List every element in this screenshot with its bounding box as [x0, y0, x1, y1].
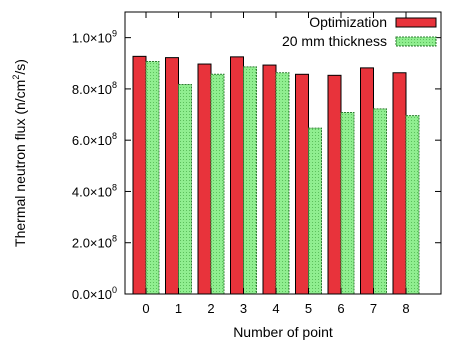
bar-20mm-thickness: [275, 72, 290, 295]
legend-swatch-20mm: [395, 36, 437, 47]
x-tick-label: 4: [272, 301, 279, 316]
legend: Optimization 20 mm thickness: [282, 14, 437, 49]
y-tick-label: 2.0×108: [72, 234, 117, 251]
bar-optimization: [230, 56, 244, 295]
y-tick-label: 4.0×108: [72, 182, 117, 199]
series-bars: [132, 55, 420, 295]
bar-optimization: [197, 63, 212, 295]
y-tick-label: 6.0×108: [72, 131, 117, 148]
bar-optimization: [392, 72, 407, 295]
bar-20mm-thickness: [340, 111, 355, 295]
legend-swatch-optimization: [395, 17, 437, 28]
bar-20mm-thickness: [210, 73, 225, 295]
bar-20mm-thickness: [145, 60, 160, 295]
bar-20mm-thickness: [243, 66, 257, 295]
bar-optimization: [262, 64, 277, 295]
bar-optimization: [295, 73, 309, 295]
x-tick-label: 2: [207, 301, 214, 316]
x-tick-label: 7: [370, 301, 377, 316]
bar-optimization: [327, 74, 342, 295]
plot-frame: [124, 11, 442, 295]
x-axis-ticks: 0 1 2 3 4 5 6 7 8: [142, 12, 410, 316]
y-tick-label: 1.0×109: [72, 29, 117, 46]
legend-label-20mm: 20 mm thickness: [282, 33, 387, 49]
x-tick-label: 8: [402, 301, 409, 316]
bar-20mm-thickness: [308, 127, 322, 295]
legend-label-optimization: Optimization: [309, 14, 387, 30]
bar-optimization: [165, 57, 179, 295]
x-tick-label: 1: [175, 301, 182, 316]
y-tick-label: 0.0×100: [72, 285, 117, 302]
x-axis-label: Number of point: [233, 324, 333, 340]
x-tick-label: 3: [240, 301, 247, 316]
x-tick-label: 6: [337, 301, 344, 316]
x-tick-label: 5: [305, 301, 312, 316]
bar-20mm-thickness: [178, 84, 192, 295]
bar-20mm-thickness: [373, 108, 387, 295]
bar-20mm-thickness: [405, 115, 420, 295]
y-axis-label: Thermal neutron flux (n/cm2/s): [11, 59, 28, 247]
x-tick-label: 0: [142, 301, 149, 316]
bar-optimization: [132, 55, 147, 295]
y-axis-ticks: 0.0×100 2.0×108 4.0×108 6.0×108 8.0×108 1.0×1…: [72, 29, 441, 302]
bar-optimization: [360, 67, 374, 295]
y-tick-label: 8.0×108: [72, 80, 117, 97]
